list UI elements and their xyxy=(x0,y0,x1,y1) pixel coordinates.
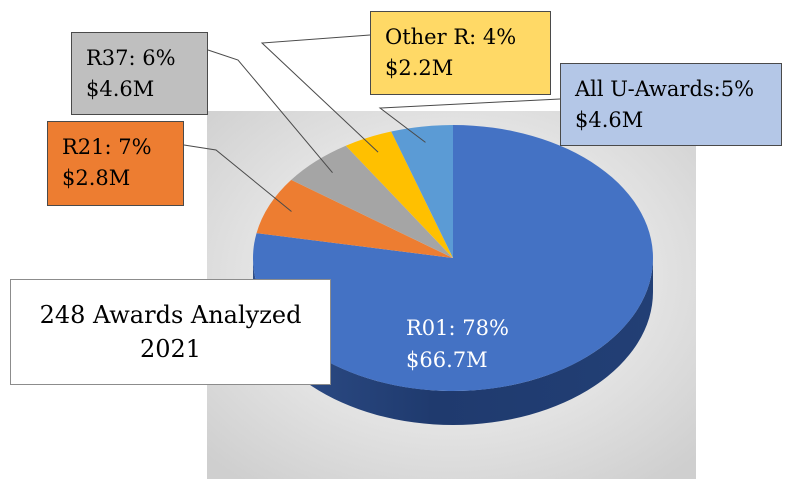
callout-all-u-awards: All U-Awards:5% $4.6M xyxy=(560,63,782,146)
pie-slice-other-r xyxy=(345,131,453,258)
callout-r37: R37: 6% $4.6M xyxy=(71,32,208,115)
pie-slice-all-u-awards xyxy=(391,125,453,258)
leader-line-other-r xyxy=(260,34,379,153)
summary-line1: 248 Awards Analyzed xyxy=(39,301,302,329)
pie-side-r01 xyxy=(253,258,653,425)
callout-r37-line2: $4.6M xyxy=(86,77,155,101)
slice-label-r01-line1: R01: 78% xyxy=(406,316,509,340)
callout-r37-line1: R37: 6% xyxy=(86,46,176,70)
slice-label-r01-line2: $66.7M xyxy=(406,348,488,372)
callout-all-u-awards-line1: All U-Awards:5% xyxy=(575,77,755,101)
callout-r21-line1: R21: 7% xyxy=(62,135,152,159)
summary-line2: 2021 xyxy=(139,335,202,363)
callout-other-r-line2: $2.2M xyxy=(385,56,454,80)
callout-r21-line2: $2.8M xyxy=(62,166,131,190)
callout-other-r: Other R: 4% $2.2M xyxy=(370,11,551,95)
summary-box: 248 Awards Analyzed 2021 xyxy=(10,279,331,385)
leader-line-r37 xyxy=(207,49,333,174)
pie-slice-r21 xyxy=(256,179,453,258)
leader-line-all-u-awards xyxy=(378,98,561,143)
pie-slice-r37 xyxy=(291,145,453,258)
callout-all-u-awards-line2: $4.6M xyxy=(575,108,644,132)
callout-other-r-line1: Other R: 4% xyxy=(385,25,517,49)
callout-r21: R21: 7% $2.8M xyxy=(47,121,184,206)
leader-line-r21 xyxy=(183,144,292,212)
